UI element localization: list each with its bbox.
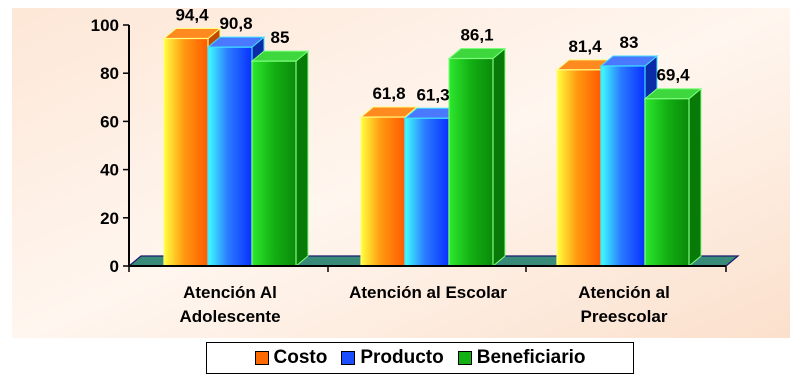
legend-swatch-beneficiario xyxy=(457,351,472,365)
x-category-label: Preescolar xyxy=(581,307,668,326)
legend: Costo Producto Beneficiario xyxy=(206,342,634,374)
legend-label-costo: Costo xyxy=(273,347,328,368)
data-label-beneficiario-2: 69,4 xyxy=(656,66,690,85)
bar-beneficiario-1 xyxy=(447,47,507,268)
legend-item-producto: Producto xyxy=(341,347,444,369)
y-tick-label: 0 xyxy=(110,257,119,276)
legend-label-beneficiario: Beneficiario xyxy=(476,347,586,368)
legend-item-costo: Costo xyxy=(254,347,328,369)
data-label-producto-1: 61,3 xyxy=(416,85,449,104)
data-label-producto-2: 83 xyxy=(620,33,639,52)
legend-label-producto: Producto xyxy=(360,347,444,368)
bar-front xyxy=(600,65,646,267)
bar-side xyxy=(492,47,506,268)
bar-front xyxy=(360,116,406,267)
data-label-costo-0: 94,4 xyxy=(175,5,209,24)
x-category-label: Atención al xyxy=(578,283,670,302)
y-tick-label: 80 xyxy=(100,64,119,83)
bar-front xyxy=(556,69,602,267)
data-label-beneficiario-0: 85 xyxy=(271,28,290,47)
legend-item-beneficiario: Beneficiario xyxy=(457,347,586,369)
x-category-label: Atención al Escolar xyxy=(349,283,507,302)
bar-side xyxy=(295,50,309,268)
bar-side xyxy=(688,87,702,268)
data-label-costo-2: 81,4 xyxy=(568,37,602,56)
bar-group xyxy=(162,27,703,268)
y-tick-label: 40 xyxy=(100,161,119,180)
bar-front xyxy=(207,46,253,267)
data-labels: 94,4 90,8 85 61,8 61,3 86,1 81,4 83 69,4 xyxy=(175,5,690,104)
legend-swatch-producto xyxy=(341,351,356,365)
x-category-label: Atención Al xyxy=(183,283,277,302)
bar-front xyxy=(163,37,209,267)
y-tick-label: 100 xyxy=(91,16,119,35)
y-tick-label: 60 xyxy=(100,112,119,131)
data-label-costo-1: 61,8 xyxy=(372,84,405,103)
x-category-label: Adolescente xyxy=(179,307,280,326)
bar-beneficiario-0 xyxy=(250,50,310,268)
y-tick-label: 20 xyxy=(100,209,119,228)
bar-front xyxy=(644,98,690,267)
data-label-beneficiario-1: 86,1 xyxy=(460,25,493,44)
bar-front xyxy=(251,60,297,267)
x-axis-labels: Atención Al Adolescente Atención al Escola… xyxy=(179,283,669,326)
legend-swatch-costo xyxy=(254,351,269,365)
bar-front xyxy=(448,57,494,267)
bar-beneficiario-2 xyxy=(643,87,703,268)
bar-front xyxy=(404,117,450,267)
data-label-producto-0: 90,8 xyxy=(219,14,252,33)
y-axis: 0 20 40 60 80 100 xyxy=(91,16,727,276)
